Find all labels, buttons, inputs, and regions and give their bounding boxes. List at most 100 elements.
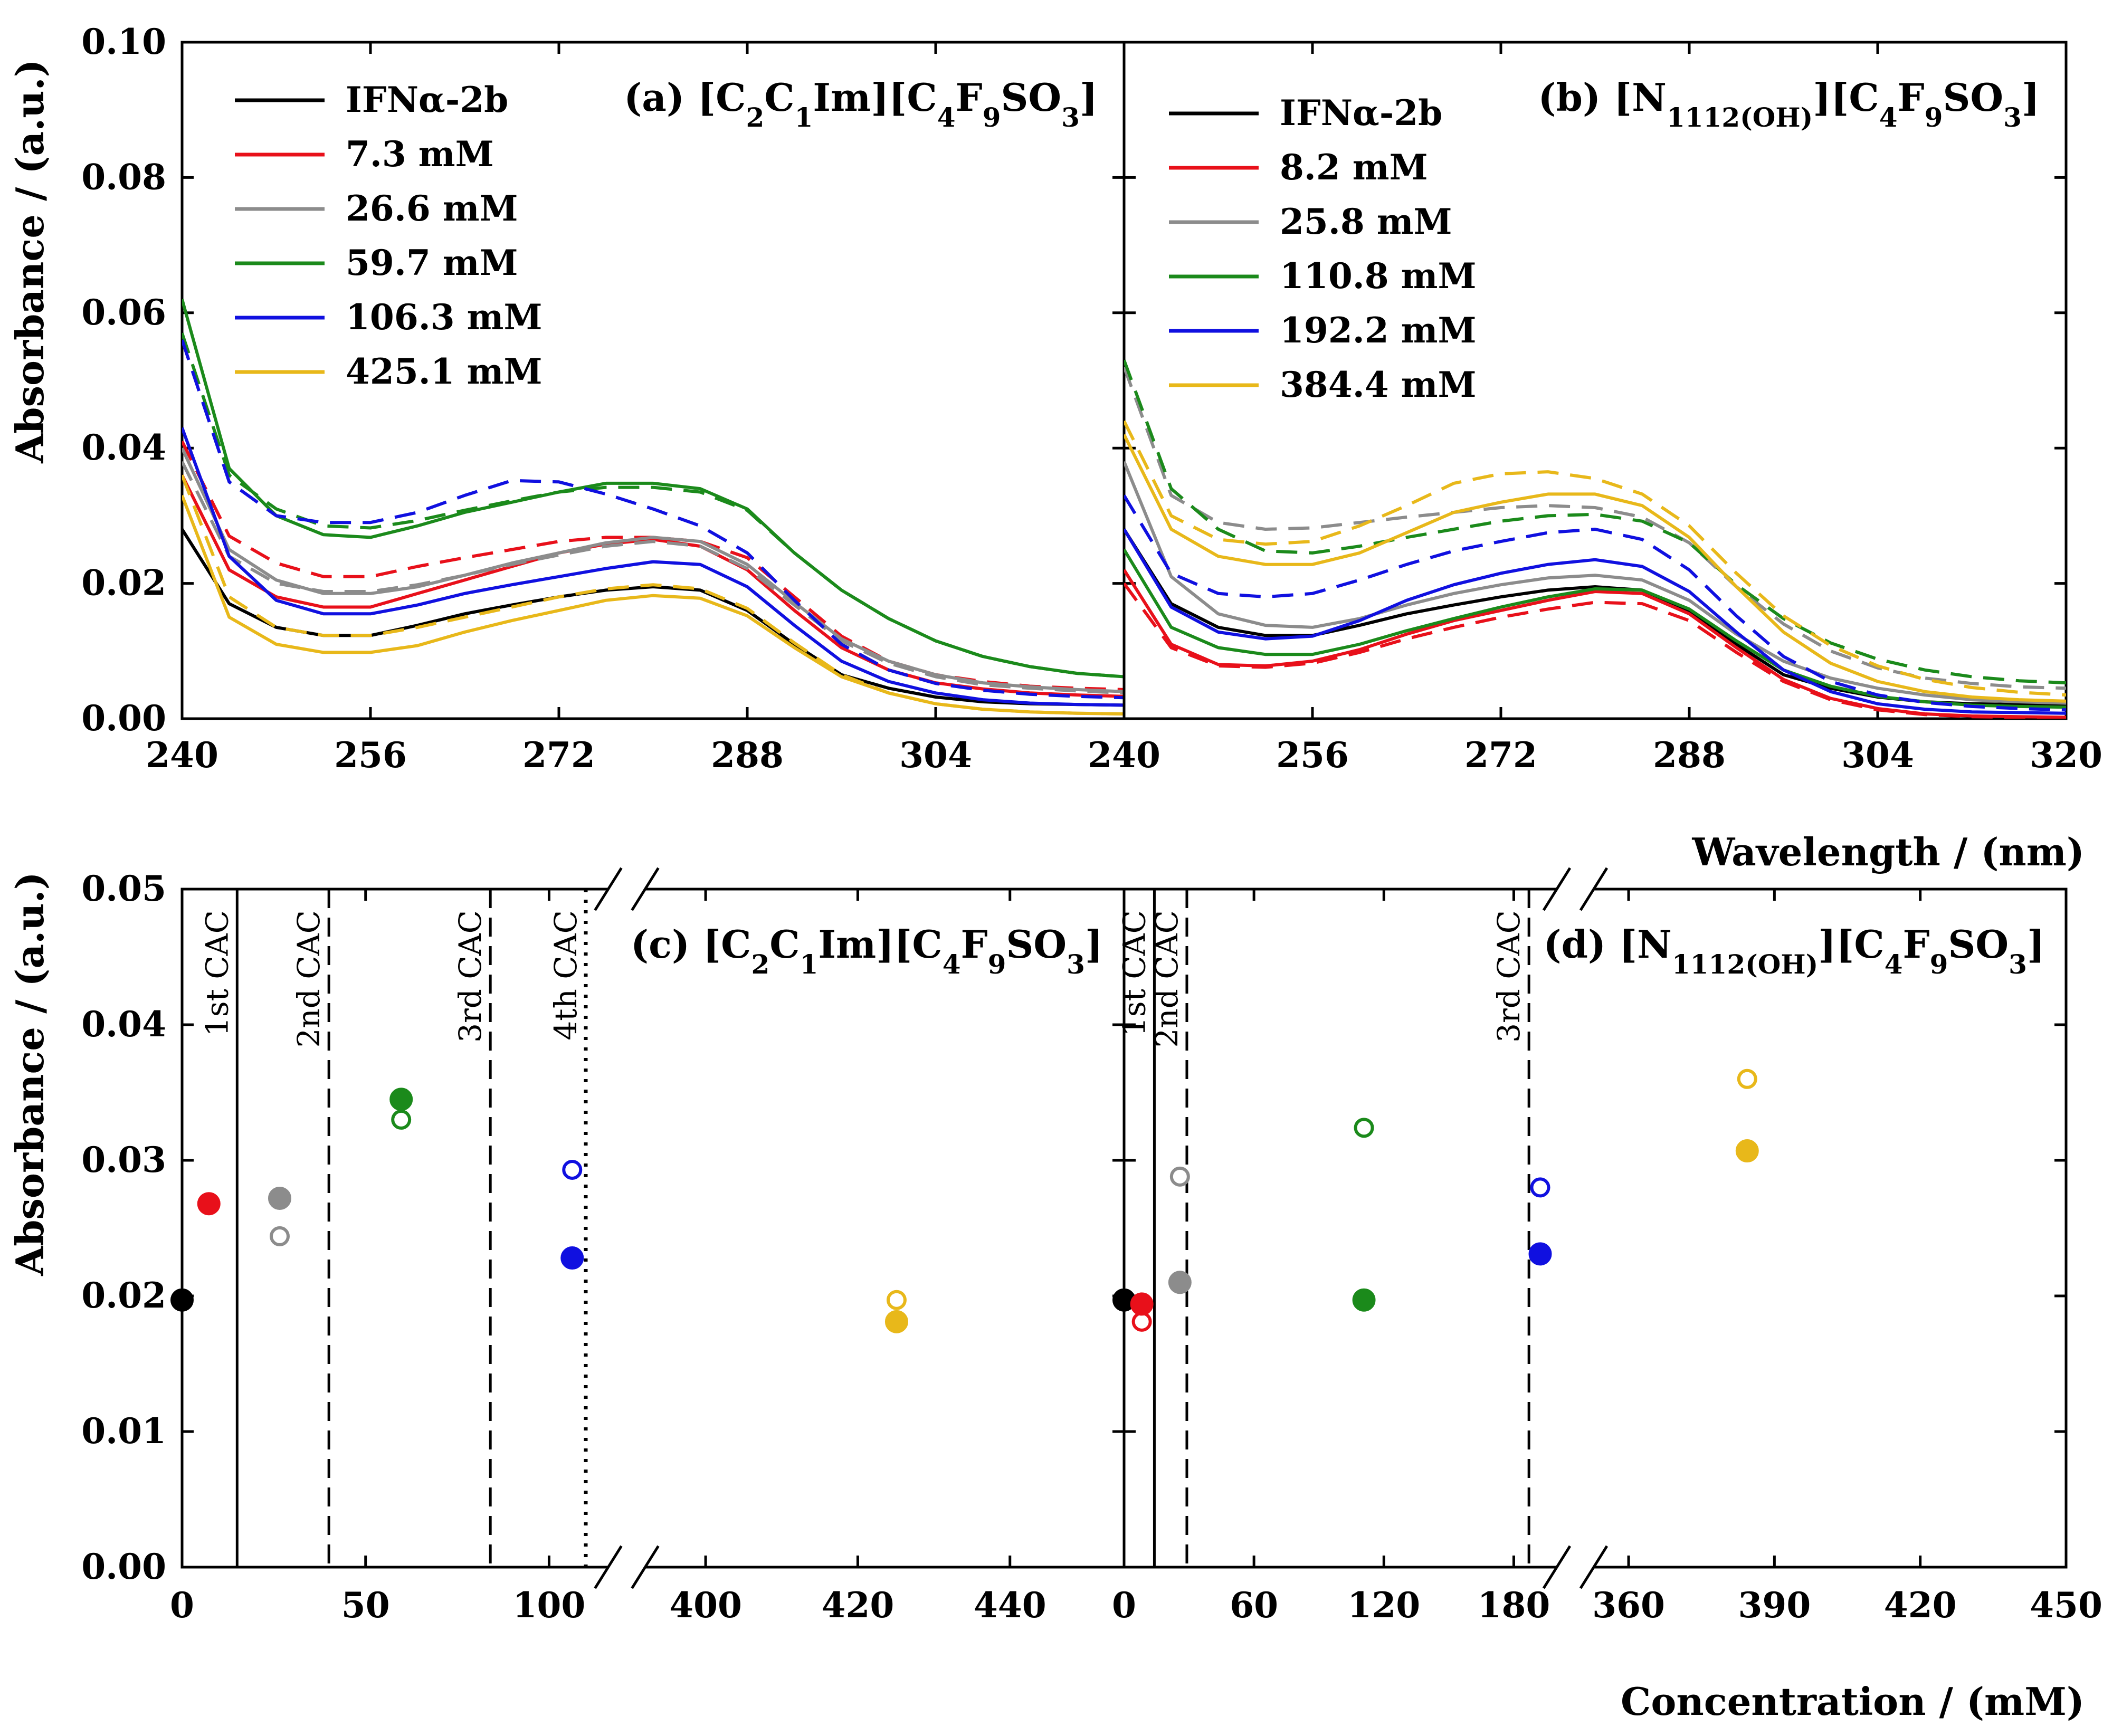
marker-open <box>391 1109 412 1130</box>
axis-break-mark <box>631 1545 660 1589</box>
legend-label: 110.8 mM <box>1280 255 1477 297</box>
marker-open <box>1169 1166 1190 1187</box>
x-tick-label: 390 <box>1738 1585 1811 1626</box>
marker-filled <box>1168 1271 1192 1294</box>
bottom-panels: 0 50 100 400 420 440 0.00 0.01 0.02 0.03 0.04 0.05 1… <box>81 867 2102 1626</box>
y-tick-label: 0.03 <box>81 1139 166 1180</box>
y-tick-label: 0.08 <box>81 156 166 197</box>
y-tick-label: 0.02 <box>81 562 166 604</box>
legend-label: 7.3 mM <box>346 133 494 175</box>
axis-break-mark <box>594 867 623 911</box>
x-tick-label: 304 <box>1841 735 1914 776</box>
x-tick-label: 256 <box>1276 735 1349 776</box>
series-dashed-b-5 <box>1124 420 2066 697</box>
marker-open <box>1737 1069 1757 1089</box>
cac-label: 3rd CAC <box>452 910 488 1043</box>
legend-label: IFNα-2b <box>346 79 508 120</box>
x-tick-label: 360 <box>1592 1585 1665 1626</box>
series-lines-b <box>1124 359 2066 719</box>
axis-break-gap <box>1556 1546 1594 1588</box>
panel-title-d: (d) [N1112(OH)][C4F9SO3] <box>1544 922 2045 980</box>
panel-c: 0 50 100 400 420 440 0.00 0.01 0.02 0.03 0.04 0.05 1… <box>81 867 1126 1626</box>
x-axis-label-top: Wavelength / (nm) <box>1692 829 2085 874</box>
cac-label: 2nd CAC <box>291 910 327 1047</box>
x-tick-label: 420 <box>1884 1585 1957 1626</box>
x-tick-label: 60 <box>1230 1585 1278 1626</box>
axis-break-gap <box>1556 868 1594 910</box>
legend-label: 425.1 mM <box>346 351 543 392</box>
marker-open <box>269 1226 290 1246</box>
plot-frame-b <box>1122 41 2068 720</box>
x-tick-label: 400 <box>669 1585 742 1626</box>
y-axis-label-bottom: Absorbance / (a.u.) <box>7 872 52 1276</box>
x-tick-label: 272 <box>522 735 595 776</box>
panel-title-b: (b) [N1112(OH)][C4F9SO3] <box>1538 75 2040 133</box>
series-solid-b-5 <box>1124 434 2066 703</box>
legend-label: 26.6 mM <box>346 188 518 229</box>
series-solid-a-3 <box>182 299 1124 679</box>
axis-break-mark <box>594 1545 623 1589</box>
marker-open <box>1131 1311 1152 1332</box>
cac-label: 2nd CAC <box>1149 910 1185 1047</box>
axis-break-gap <box>607 1546 646 1588</box>
cac-label: 1st CAC <box>199 910 235 1036</box>
x-tick-label: 288 <box>1653 735 1726 776</box>
panel-b: 240 256 272 288 304 320 IFNα-2b 8.2 mM 25.8 mM 11… <box>1088 41 2102 776</box>
x-tick-label: 450 <box>2030 1585 2102 1626</box>
marker-filled <box>560 1246 584 1270</box>
x-tick-label: 420 <box>822 1585 895 1626</box>
marker-filled <box>1130 1292 1154 1316</box>
series-dashed-b-4 <box>1124 494 2066 712</box>
legend-label: IFNα-2b <box>1280 92 1442 133</box>
y-tick-label: 0.06 <box>81 292 166 333</box>
top-panels: 240 256 272 288 304 0.00 0.02 0.04 0.06 0.08 0.10 I… <box>81 21 2102 776</box>
legend-label: 384.4 mM <box>1280 364 1477 405</box>
series-solid-b-1 <box>1124 569 2066 719</box>
x-tick-label: 100 <box>513 1585 586 1626</box>
legend-label: 106.3 mM <box>346 297 543 338</box>
x-axis-label-bottom: Concentration / (mM) <box>1621 1679 2085 1724</box>
x-tick-label: 256 <box>334 735 407 776</box>
cac-label: 1st CAC <box>1116 910 1152 1036</box>
x-tick-label: 320 <box>2030 735 2102 776</box>
y-tick-label: 0.01 <box>81 1410 166 1452</box>
y-tick-label: 0.10 <box>81 21 166 62</box>
series-dashed-a-2 <box>182 461 1124 695</box>
cac-label: 3rd CAC <box>1491 910 1527 1043</box>
series-lines-a <box>182 299 1124 716</box>
panel-a: 240 256 272 288 304 0.00 0.02 0.04 0.06 0.08 0.10 I… <box>81 21 1126 776</box>
x-tick-label: 272 <box>1464 735 1537 776</box>
x-tick-label: 240 <box>146 735 218 776</box>
series-dashed-b-3 <box>1124 359 2066 685</box>
marker-filled <box>1735 1139 1759 1163</box>
axis-break-gap <box>607 868 646 910</box>
axis-break-mark <box>1542 1545 1572 1589</box>
series-solid-a-4 <box>182 427 1124 707</box>
series-solid-a-5 <box>182 494 1124 716</box>
marker-filled <box>197 1192 221 1216</box>
panel-title-a: (a) [C2C1Im][C4F9SO3] <box>624 75 1098 133</box>
marker-open <box>1530 1177 1550 1198</box>
cac-label: 4th CAC <box>548 910 584 1041</box>
marker-filled <box>170 1288 194 1312</box>
marker-filled <box>389 1088 413 1111</box>
marker-open <box>1354 1118 1374 1138</box>
y-tick-label: 0.00 <box>81 1546 166 1587</box>
marker-filled <box>884 1310 908 1333</box>
legend-label: 25.8 mM <box>1280 201 1452 242</box>
x-tick-label: 0 <box>1112 1585 1136 1626</box>
series-solid-a-2 <box>182 447 1124 693</box>
legend-label: 59.7 mM <box>346 242 518 283</box>
series-dashed-a-5 <box>182 474 1124 716</box>
x-tick-label: 304 <box>899 735 972 776</box>
series-dashed-a-4 <box>182 339 1124 700</box>
y-tick-label: 0.00 <box>81 698 166 739</box>
marker-filled <box>268 1186 291 1210</box>
marker-open <box>562 1159 583 1180</box>
axis-break-mark <box>1542 867 1572 911</box>
y-axis-label-top: Absorbance / (a.u.) <box>7 59 52 463</box>
legend-label: 8.2 mM <box>1280 147 1428 188</box>
